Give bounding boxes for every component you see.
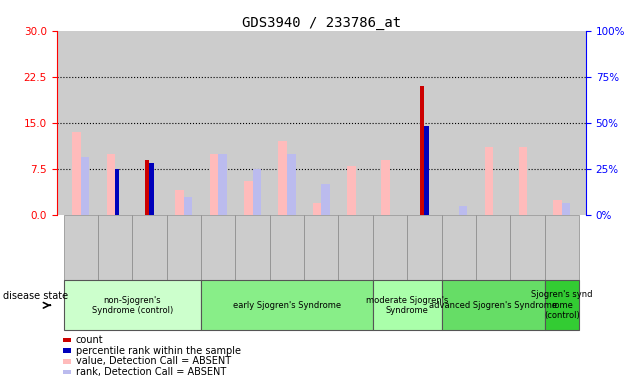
Text: disease state: disease state: [3, 291, 68, 301]
Bar: [253, 169, 261, 215]
Bar: [459, 206, 467, 215]
Bar: [149, 163, 154, 215]
Bar: [562, 203, 570, 215]
Bar: [175, 190, 184, 215]
Bar: [146, 160, 149, 215]
Bar: [210, 154, 218, 215]
Bar: [72, 132, 81, 215]
Bar: [484, 147, 493, 215]
Text: moderate Sjogren's
Syndrome: moderate Sjogren's Syndrome: [366, 296, 449, 315]
Bar: [553, 200, 562, 215]
Bar: [347, 166, 356, 215]
Bar: [381, 160, 390, 215]
Text: early Sjogren's Syndrome: early Sjogren's Syndrome: [233, 301, 341, 310]
Bar: [312, 203, 321, 215]
Bar: [184, 197, 192, 215]
Text: count: count: [76, 335, 103, 345]
Bar: [519, 147, 527, 215]
Bar: [244, 181, 253, 215]
Text: value, Detection Call = ABSENT: value, Detection Call = ABSENT: [76, 356, 231, 366]
Bar: [278, 141, 287, 215]
Text: non-Sjogren's
Syndrome (control): non-Sjogren's Syndrome (control): [92, 296, 173, 315]
Bar: [218, 154, 227, 215]
Title: GDS3940 / 233786_at: GDS3940 / 233786_at: [242, 16, 401, 30]
Bar: [287, 154, 295, 215]
Bar: [115, 169, 119, 215]
Text: Sjogren's synd
rome
(control): Sjogren's synd rome (control): [531, 290, 593, 320]
Bar: [106, 154, 115, 215]
Bar: [321, 184, 330, 215]
Bar: [425, 126, 428, 215]
Text: advanced Sjogren's Syndrome: advanced Sjogren's Syndrome: [429, 301, 557, 310]
Bar: [81, 157, 89, 215]
Text: rank, Detection Call = ABSENT: rank, Detection Call = ABSENT: [76, 367, 226, 377]
Bar: [420, 86, 425, 215]
Text: percentile rank within the sample: percentile rank within the sample: [76, 346, 241, 356]
